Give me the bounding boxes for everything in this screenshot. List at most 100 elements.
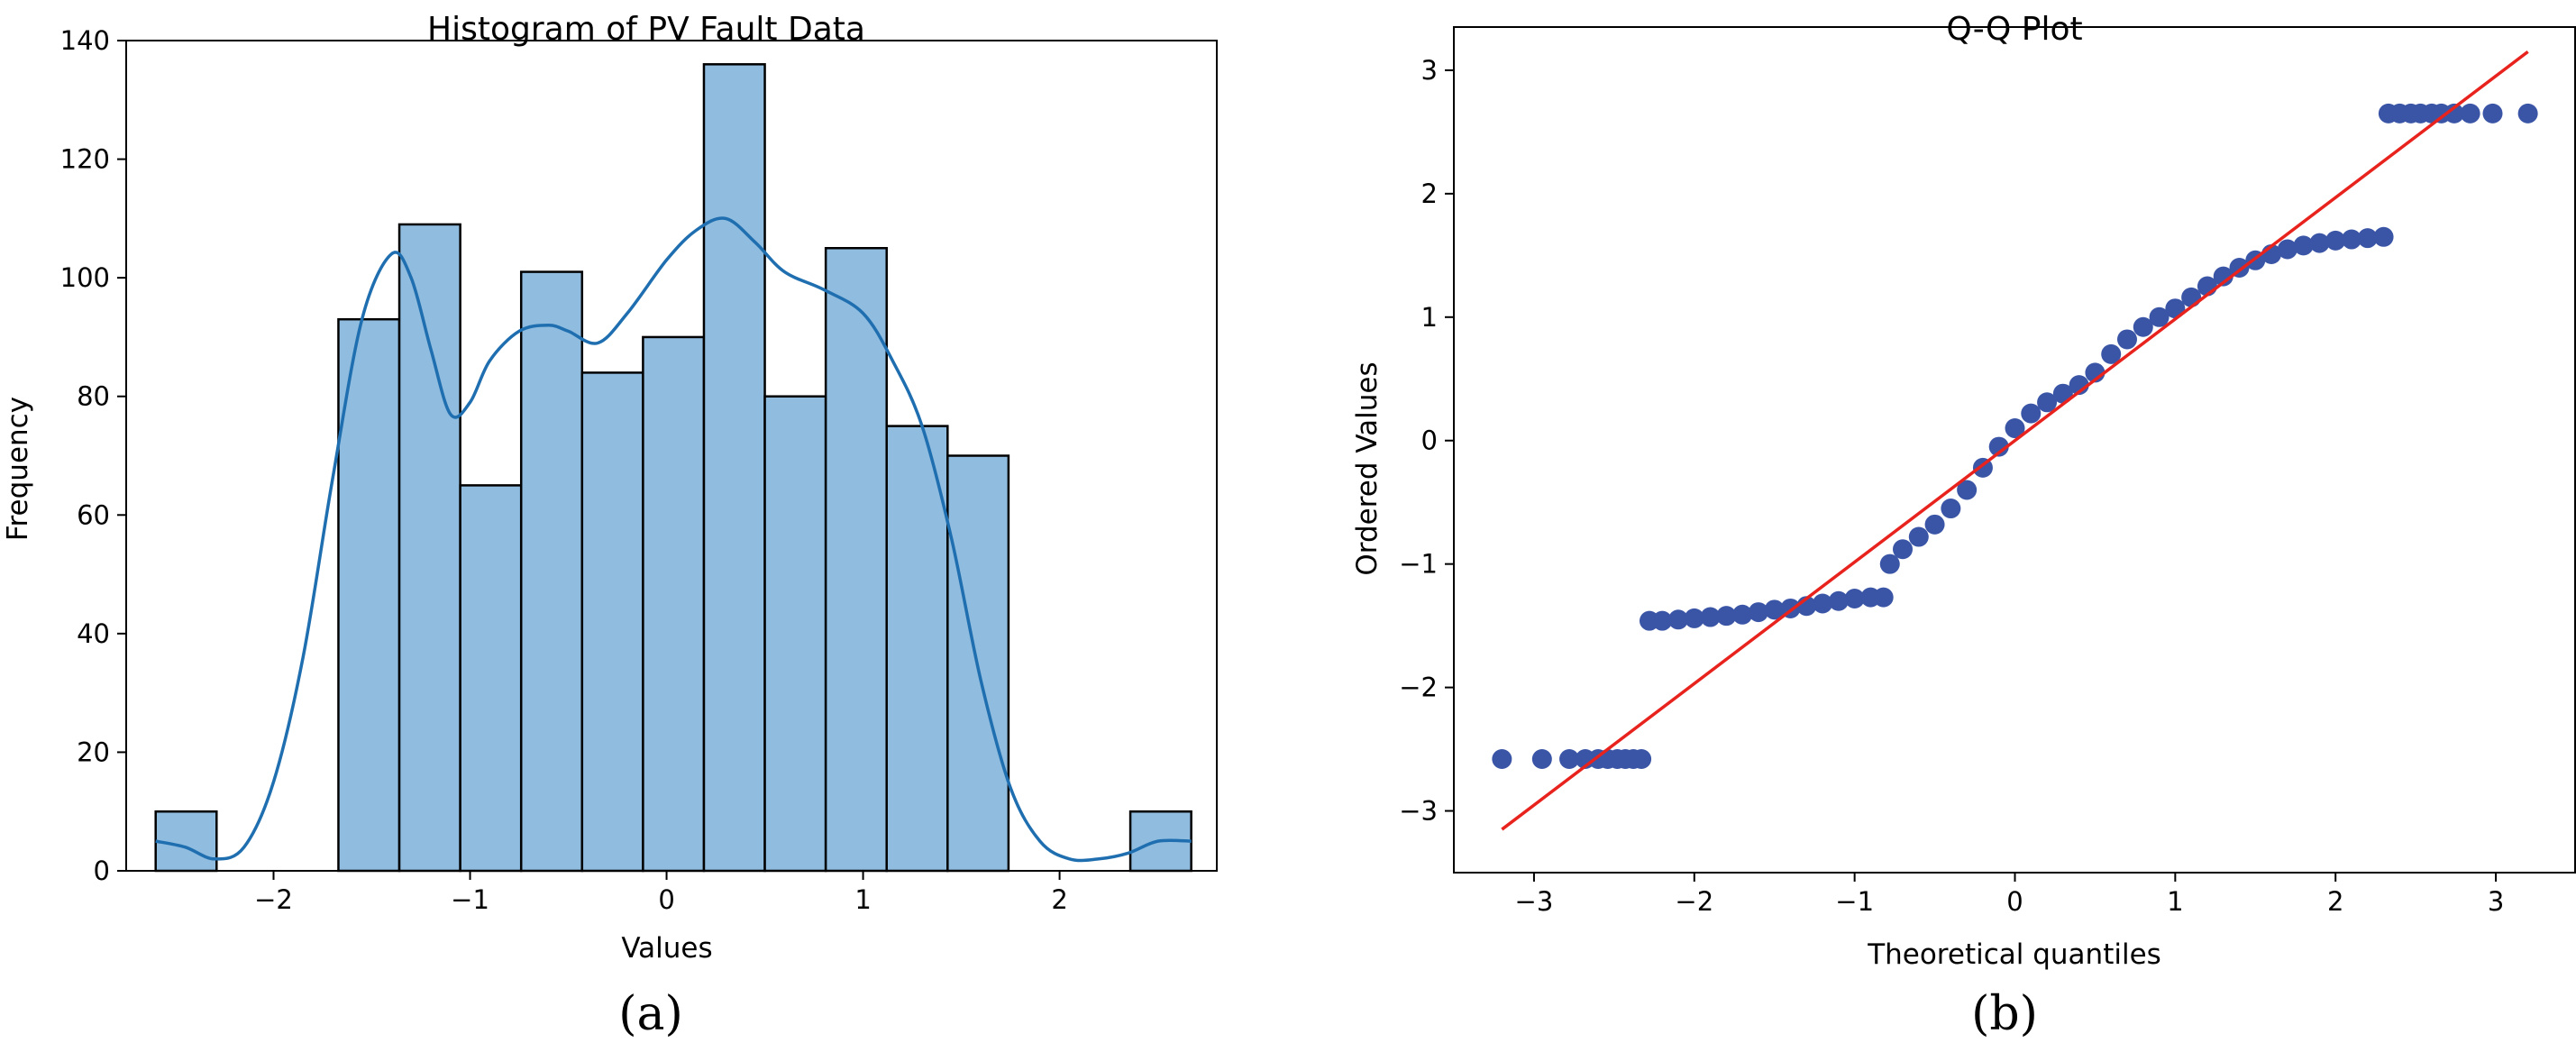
qq-panel: Q-Q Plot −3 −2 −1 0 1 2 3 −3 −2 −1 0 1 2 3 Theoretic… [1351, 11, 2576, 1041]
histogram-y-axis-label: Frequency [2, 397, 34, 541]
histogram-bar [397, 223, 461, 873]
qq-y-tick-label: 3 [1421, 55, 1438, 86]
histogram-x-axis-label: Values [621, 932, 712, 965]
qq-plot-title: Q-Q Plot [1946, 11, 2082, 48]
histogram-y-tick-label: 20 [77, 737, 110, 767]
qq-point [2101, 343, 2122, 364]
histogram-title: Histogram of PV Fault Data [427, 11, 865, 48]
qq-point [1492, 749, 1512, 770]
qq-point [1879, 554, 1900, 574]
qq-point [2021, 403, 2042, 424]
qq-point [2325, 230, 2346, 251]
qq-point [1652, 610, 1673, 631]
qq-x-tick-label: 1 [2167, 886, 2183, 917]
histogram-x-tick-label: −1 [451, 884, 489, 915]
histogram-axes-frame [125, 40, 1218, 872]
histogram-y-tick-label: 80 [77, 381, 110, 412]
qq-reference-line [1501, 50, 2529, 831]
qq-x-tick-label: 2 [2327, 886, 2343, 917]
histogram-y-tick-label: 0 [94, 855, 110, 886]
qq-point [2482, 103, 2503, 124]
histogram-y-tick-label: 40 [77, 618, 110, 649]
panel-label-a: (a) [618, 987, 683, 1041]
histogram-x-tick-label: 1 [854, 884, 871, 915]
qq-point [1957, 480, 1978, 500]
qq-point [2213, 266, 2233, 287]
qq-point [1684, 608, 1704, 628]
histogram-y-tick-label: 120 [60, 144, 110, 175]
histogram-bar [459, 484, 523, 873]
histogram-kde-curve [155, 216, 1192, 863]
histogram-bar [885, 425, 949, 873]
qq-point [2293, 235, 2314, 256]
qq-point [2037, 392, 2058, 413]
qq-y-ticks: −3 −2 −1 0 1 2 3 [1399, 55, 1454, 827]
qq-point [2005, 418, 2025, 439]
qq-point [2117, 329, 2137, 350]
histogram-y-ticks: 0 20 40 60 80 100 120 140 [60, 25, 126, 886]
qq-point [1559, 749, 1580, 770]
qq-point [2357, 228, 2378, 249]
histogram-panel: Histogram of PV Fault Data −2 −1 0 1 2 0 20 40… [2, 11, 1218, 1041]
qq-point [1828, 590, 1849, 611]
qq-point [2517, 103, 2538, 124]
histogram-x-tick-label: 0 [658, 884, 674, 915]
qq-point [2460, 103, 2480, 124]
qq-point [1924, 514, 1945, 535]
qq-point [1988, 436, 2009, 457]
qq-point [1941, 499, 1961, 519]
qq-point [1700, 607, 1721, 627]
qq-point [1764, 599, 1785, 620]
qq-point [1908, 526, 1929, 547]
histogram-x-tick-label: −2 [254, 884, 293, 915]
qq-point [2149, 306, 2170, 327]
histogram-bar [337, 317, 401, 873]
qq-x-ticks: −3 −2 −1 0 1 2 3 [1515, 873, 2504, 917]
qq-point [2444, 103, 2464, 124]
qq-point [2309, 233, 2330, 253]
qq-y-tick-label: −2 [1399, 672, 1438, 703]
qq-y-tick-label: 0 [1421, 425, 1438, 456]
qq-point [1813, 593, 1833, 614]
qq-point [1748, 602, 1768, 623]
qq-y-tick-label: −3 [1399, 796, 1438, 827]
histogram-y-tick-label: 140 [60, 25, 110, 56]
qq-y-tick-label: −1 [1399, 549, 1438, 580]
histogram-y-tick-label: 60 [77, 499, 110, 530]
qq-point [1668, 609, 1688, 630]
qq-x-tick-label: −2 [1675, 886, 1713, 917]
qq-point [1893, 539, 1913, 560]
qq-point [2133, 316, 2153, 337]
qq-point [2342, 229, 2361, 250]
qq-point [2277, 239, 2297, 260]
qq-axes-frame [1453, 26, 2576, 874]
qq-point [1631, 749, 1652, 770]
qq-point [1873, 587, 1894, 608]
qq-y-axis-label: Ordered Values [1351, 361, 1384, 575]
qq-x-tick-label: 0 [2006, 886, 2023, 917]
qq-points [1492, 103, 2538, 770]
qq-x-tick-label: −1 [1835, 886, 1874, 917]
histogram-x-ticks: −2 −1 0 1 2 [254, 871, 1068, 915]
qq-point [1531, 749, 1552, 770]
qq-x-tick-label: 3 [2488, 886, 2504, 917]
histogram-bars [154, 63, 1192, 873]
histogram-bar [519, 270, 584, 873]
panel-label-b: (b) [1971, 987, 2038, 1041]
histogram-bar [763, 395, 827, 873]
qq-point [1844, 589, 1865, 609]
histogram-bar [702, 63, 766, 873]
qq-point [1716, 606, 1737, 627]
qq-point [1732, 604, 1753, 625]
histogram-bar [580, 371, 644, 873]
qq-point [2373, 226, 2394, 247]
qq-x-axis-label: Theoretical quantiles [1867, 938, 2161, 971]
histogram-y-tick-label: 100 [60, 262, 110, 293]
qq-x-tick-label: −3 [1515, 886, 1554, 917]
qq-y-tick-label: 2 [1421, 178, 1438, 209]
qq-point [2181, 287, 2202, 307]
histogram-bar [642, 335, 706, 873]
histogram-bar [824, 247, 888, 873]
qq-y-tick-label: 1 [1421, 302, 1438, 333]
histogram-x-tick-label: 2 [1051, 884, 1067, 915]
